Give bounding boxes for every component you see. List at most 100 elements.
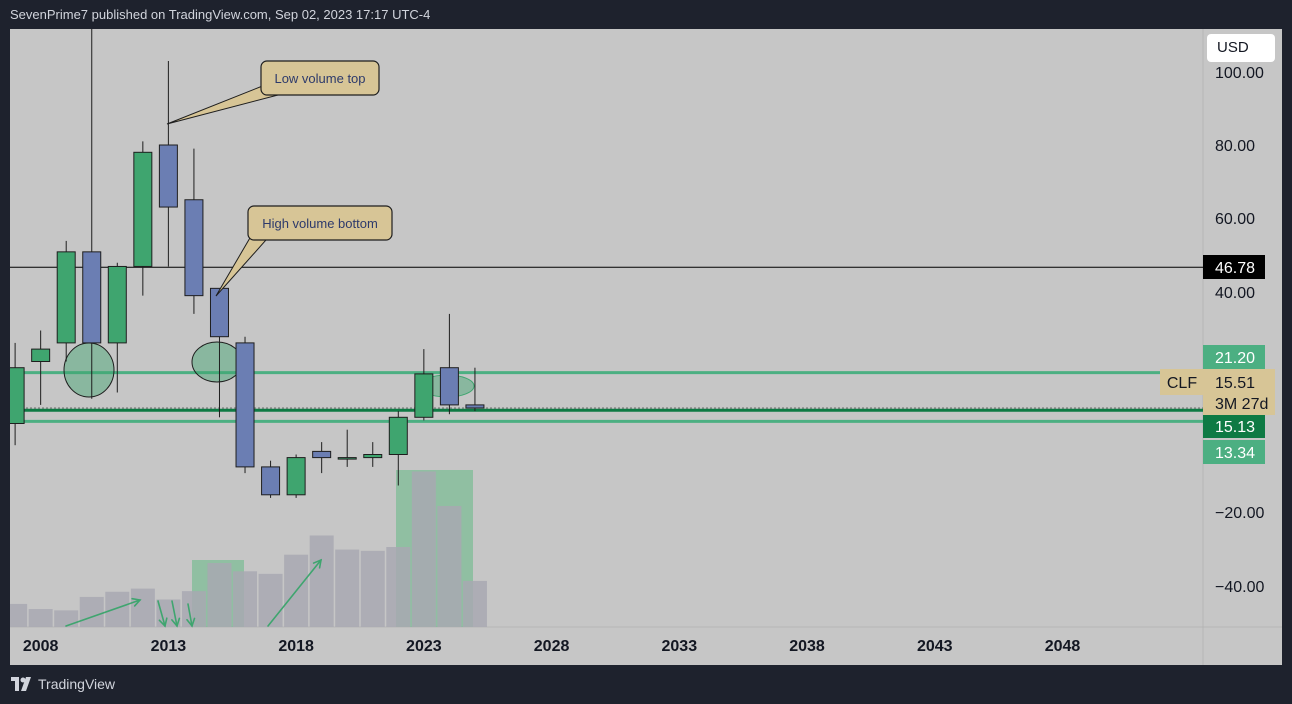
candle-body	[388, 416, 408, 455]
price-badge-text: 46.78	[1215, 260, 1255, 277]
candle	[337, 429, 357, 467]
candle	[312, 442, 332, 474]
volume-ellipse-2008	[63, 342, 115, 398]
arrow-head-icon	[131, 597, 142, 607]
candle-body	[414, 373, 434, 418]
x-tick-label: 2013	[151, 638, 187, 655]
volume-ellipse-2013	[191, 341, 243, 383]
volume-bar	[79, 596, 104, 627]
annotation-callout: Low volume top	[166, 60, 380, 125]
candle	[107, 262, 127, 393]
candle-body	[10, 367, 25, 425]
candle-body	[465, 404, 485, 409]
x-tick-label: 2028	[534, 638, 570, 655]
candle	[363, 442, 383, 467]
last-price-label: 15.51	[1215, 375, 1255, 392]
price-badge-13-34: 13.34	[1203, 440, 1265, 464]
candle	[56, 240, 76, 362]
y-tick-label: 40.00	[1215, 285, 1255, 302]
price-badge-text: 15.13	[1215, 419, 1255, 436]
candle-body	[439, 367, 459, 406]
candle	[10, 342, 25, 446]
candle	[388, 411, 408, 486]
footer-brand: TradingView	[38, 676, 116, 692]
annotation-callout: High volume bottom	[215, 205, 393, 297]
y-tick-label: −20.00	[1215, 505, 1264, 522]
candle	[209, 287, 229, 418]
volume-arrows	[65, 558, 323, 628]
candle	[235, 336, 255, 474]
candle-body	[363, 454, 383, 459]
arrow-head-icon	[312, 558, 323, 569]
trend-arrow-icon	[157, 600, 166, 627]
volume-bar	[54, 610, 79, 627]
last-price-tag: CLF 15.51 3M 27d	[1160, 369, 1275, 415]
volume-bar	[258, 573, 283, 627]
candle	[133, 141, 153, 296]
x-tick-label: 2008	[23, 638, 59, 655]
price-badge-text: 21.20	[1215, 350, 1255, 367]
candle-body	[286, 457, 306, 496]
volume-bar	[207, 563, 232, 627]
y-tick-label: 80.00	[1215, 138, 1255, 155]
candle	[286, 454, 306, 498]
price-badge-bg	[1203, 255, 1265, 279]
volume-bar	[130, 588, 155, 627]
candle	[82, 29, 102, 399]
last-price-bg	[1203, 369, 1275, 415]
arrow-head-icon	[158, 617, 168, 628]
candle	[31, 330, 51, 405]
volume-bar	[386, 547, 411, 627]
x-tick-label: 2033	[662, 638, 698, 655]
candle	[439, 313, 459, 415]
callout-box	[260, 60, 380, 96]
candle-body	[184, 199, 204, 297]
candle-body	[133, 151, 153, 267]
x-tick-label: 2023	[406, 638, 442, 655]
footer: TradingView	[11, 676, 115, 692]
x-tick-label: 2043	[917, 638, 953, 655]
x-tick-label: 2038	[789, 638, 825, 655]
y-tick-label: −40.00	[1215, 579, 1264, 596]
volume-bar	[233, 571, 258, 627]
volume-bar	[437, 506, 462, 627]
y-tick-label: 100.00	[1215, 65, 1264, 82]
published-header: SevenPrime7 published on TradingView.com…	[10, 7, 431, 22]
candle-body	[235, 342, 255, 468]
candle	[184, 148, 204, 314]
candlestick-chart[interactable]: Low volume top High volume bottom 100.00 80…	[10, 29, 1282, 665]
y-tick-label: 60.00	[1215, 211, 1255, 228]
candle-body	[82, 251, 102, 344]
candle-body	[158, 144, 178, 208]
candle-body	[107, 265, 127, 344]
callout-text: High volume bottom	[262, 216, 378, 231]
volume-bar	[105, 591, 130, 627]
plot-background	[10, 29, 1282, 665]
x-tick-label: 2048	[1045, 638, 1081, 655]
candle-body	[261, 466, 281, 496]
candle	[158, 61, 178, 267]
candle	[261, 460, 281, 498]
trend-arrow-icon	[171, 600, 178, 627]
tradingview-logo-icon	[11, 677, 31, 691]
arrow-head-icon	[171, 617, 181, 628]
volume-bar	[335, 549, 360, 627]
candle-body	[56, 251, 76, 344]
callout-text: Low volume top	[274, 71, 365, 86]
callout-box	[247, 205, 393, 241]
candle-body	[31, 348, 51, 363]
candle	[465, 367, 485, 412]
price-badge-46-78: 46.78	[1203, 255, 1265, 279]
volume-bar	[10, 603, 28, 627]
x-tick-label: 2018	[278, 638, 314, 655]
volume-bar	[28, 609, 53, 627]
currency-button[interactable]: USD	[1207, 34, 1275, 62]
price-badge-15-13: 15.13	[1203, 414, 1265, 438]
candle-body	[209, 287, 229, 338]
candle-body	[312, 450, 332, 459]
volume-bar	[360, 550, 385, 627]
candle-body	[337, 457, 357, 460]
trend-arrow-icon	[267, 559, 322, 627]
volume-bar	[462, 580, 487, 627]
price-badge-21-20: 21.20	[1203, 345, 1265, 369]
